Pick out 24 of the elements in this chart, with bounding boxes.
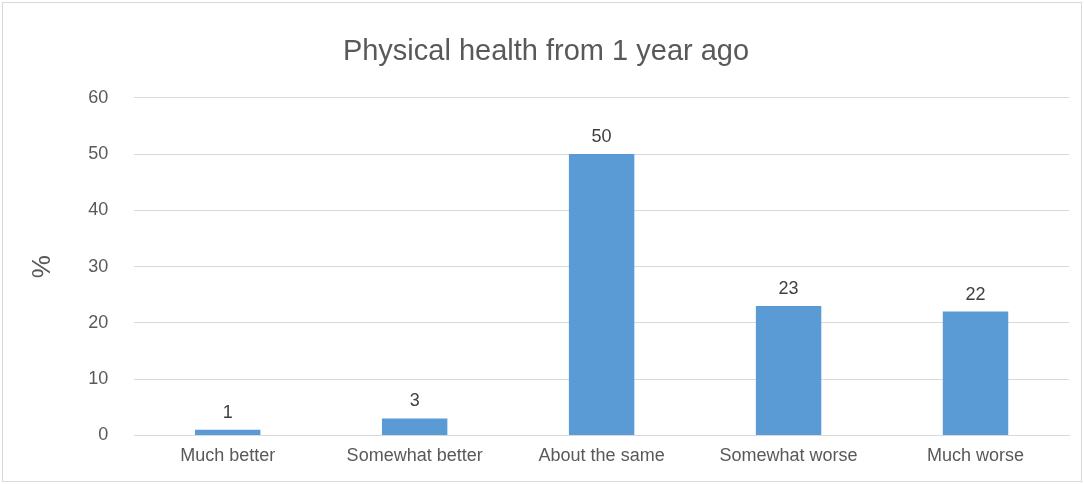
data-label: 50 xyxy=(591,126,612,147)
data-label: 23 xyxy=(778,277,799,298)
x-tick-label: About the same xyxy=(538,445,665,466)
data-label: 1 xyxy=(222,401,233,422)
bar xyxy=(381,418,448,435)
data-label: 22 xyxy=(965,283,986,304)
y-tick-label: 10 xyxy=(88,368,109,389)
x-tick-label: Somewhat better xyxy=(346,445,483,466)
x-tick-label: Much worse xyxy=(927,445,1025,466)
y-tick-label: 40 xyxy=(88,199,109,220)
bar xyxy=(942,311,1009,435)
bar xyxy=(194,429,261,435)
bar xyxy=(755,305,822,435)
x-tick-label: Somewhat worse xyxy=(719,445,858,466)
y-axis-title: % xyxy=(25,255,56,279)
y-tick-label: 60 xyxy=(88,86,109,107)
y-tick-label: 0 xyxy=(98,424,109,445)
data-label: 3 xyxy=(409,390,420,411)
x-tick-label: Much better xyxy=(180,445,276,466)
bar xyxy=(568,154,635,435)
y-tick-label: 20 xyxy=(88,311,109,332)
y-tick-label: 50 xyxy=(88,143,109,164)
y-tick-label: 30 xyxy=(88,255,109,276)
chart-title: Physical health from 1 year ago xyxy=(342,34,750,67)
